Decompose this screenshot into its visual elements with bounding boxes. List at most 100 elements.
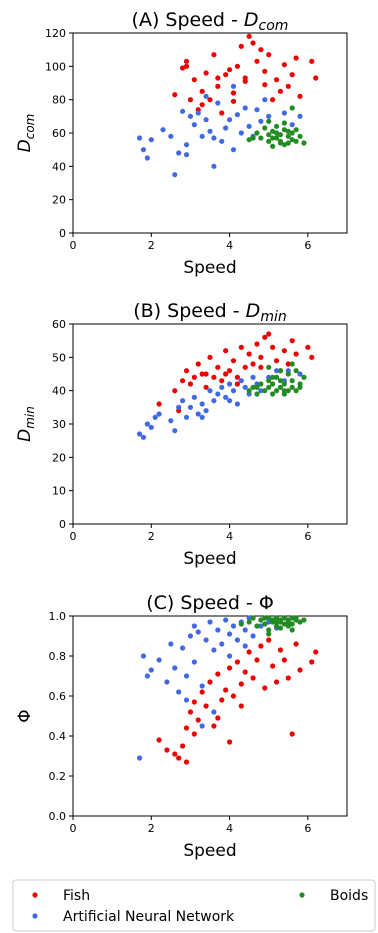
panel-1-xtick-label-4: 4	[226, 239, 233, 252]
panel-3-boids-point-9	[270, 617, 276, 623]
panel-2-fish-point-11	[215, 364, 221, 370]
panel-3-frame	[72, 615, 348, 817]
panel-1-xtick-label-6: 6	[304, 239, 311, 252]
panel-1-ann-point-17	[215, 100, 221, 106]
panel-2-series-ann	[136, 368, 303, 440]
panel-3-boids-point-15	[281, 615, 287, 621]
panel-2-ann-point-9	[183, 414, 190, 420]
panel-2-fish-point-4	[187, 381, 194, 387]
panel-2-boids-point-1	[250, 384, 256, 390]
panel-2-fish-point-8	[203, 384, 209, 390]
panel-3-fish-point-38	[191, 731, 197, 737]
panel-3-fish-point-11	[203, 703, 209, 709]
panel-1-fish-point-4	[191, 77, 197, 83]
panel-2-ann-point-13	[199, 401, 205, 407]
panel-2-boids-point-15	[285, 388, 291, 394]
panel-3-ann-point-27	[250, 633, 256, 639]
panel-2-boids-point-25	[289, 361, 295, 367]
panel-1-fish-point-29	[293, 55, 299, 61]
panel-1-boids-point-14	[285, 133, 291, 139]
panel-2-ann-point-7	[176, 404, 182, 410]
panel-3-fish-point-28	[270, 663, 276, 669]
panel-3-xtick-label-6: 6	[304, 822, 311, 835]
panel-3-ann-point-29	[266, 619, 272, 625]
panel-2-fish-point-13	[223, 348, 229, 354]
panel-2-series-boids	[246, 361, 307, 397]
legend-label-boids: Boids	[330, 888, 368, 904]
panel-3-ann-point-18	[215, 627, 221, 633]
panel-2-fish-point-19	[246, 351, 252, 357]
panel-2-fish-point-10	[211, 374, 217, 380]
panel-1-fish-point-3	[187, 97, 194, 103]
panel-3-series-ann	[136, 615, 291, 761]
panel-2-ann-point-2	[144, 421, 150, 427]
panel-1-fish-point-38	[262, 82, 268, 88]
panel-3-boids-point-27	[262, 615, 268, 621]
panel-3-ann-point-1	[140, 653, 147, 659]
panel-3-fish-point-30	[277, 647, 284, 653]
legend-label-ann: Artificial Neural Network	[63, 909, 235, 925]
panel-2-boids-point-23	[266, 364, 272, 370]
panel-2-boids-point-9	[273, 388, 280, 394]
panel-3-fish-point-5	[183, 759, 190, 765]
panel-3-fish-point-3	[176, 755, 182, 761]
panel-2-fish-point-30	[289, 338, 295, 344]
panel-2-title-subscript: min	[260, 309, 286, 325]
panel-2-xtick-label-4: 4	[226, 530, 233, 543]
panel-2-boids-point-8	[270, 381, 276, 387]
panel-1-boids-point-29	[270, 135, 276, 141]
panel-3-ann-point-34	[183, 697, 190, 703]
panel-1-fish-point-20	[254, 58, 260, 64]
panel-1-ylabel-subscript: com	[23, 114, 37, 140]
panel-2-fish-point-25	[270, 344, 276, 350]
panel-2-boids-point-26	[254, 384, 260, 390]
panel-3-fish-point-39	[215, 715, 221, 721]
panel-2-ann-point-14	[203, 408, 209, 414]
panel-3-fish-point-2	[172, 751, 178, 757]
panel-3-boids-point-18	[289, 615, 295, 621]
panel-1-boids-point-3	[262, 125, 268, 131]
panel-2-frame	[72, 323, 348, 525]
panel-3-fish-point-25	[258, 643, 264, 649]
panel-2-fish-point-12	[219, 378, 225, 384]
panel-1-fish-point-10	[215, 83, 221, 89]
panel-1-boids-point-12	[281, 142, 287, 148]
panel-1-fish-point-11	[219, 110, 225, 116]
panel-3-fish-point-18	[230, 693, 237, 699]
panel-1-xlabel: Speed	[183, 258, 236, 278]
panel-3-fish-point-10	[199, 689, 205, 695]
panel-2-ytick-label-0: 0	[59, 518, 66, 531]
panel-3-ann-point-14	[199, 683, 205, 689]
panel-3-ann-point-26	[246, 615, 252, 621]
panel-1-ann-point-15	[207, 128, 213, 134]
panel-1-ytick-label-6: 120	[45, 27, 66, 40]
panel-1-fish-point-21	[258, 47, 264, 53]
panel-1-ann-point-24	[242, 105, 248, 111]
panel-2-boids-point-24	[277, 368, 284, 374]
panel-3-ann-point-17	[211, 647, 217, 653]
panel-2-ann-point-36	[226, 398, 233, 404]
panel-2-ytick-label-3: 30	[52, 418, 66, 431]
legend-label-fish: Fish	[63, 888, 90, 904]
panel-2-fish-point-34	[203, 371, 209, 377]
panel-2-series-fish	[156, 331, 315, 414]
panel-2-boids-point-4	[262, 388, 268, 394]
panel-1-fish-point-37	[242, 78, 248, 84]
panel-1-fish-point-28	[285, 83, 291, 89]
panel-3-fish-point-20	[238, 681, 244, 687]
panel-1-fish-point-24	[270, 97, 276, 103]
panel-1-boids-point-2	[258, 135, 264, 141]
legend-marker-ann	[32, 913, 38, 919]
panel-2-ann-point-18	[219, 384, 225, 390]
panel-2-boids-point-16	[285, 371, 291, 377]
panel-1-ann-point-8	[180, 108, 186, 114]
panel-3-boids-point-4	[258, 617, 264, 623]
panel-1-ann-point-23	[238, 130, 244, 136]
panel-3-fish-point-26	[262, 685, 268, 691]
panel-1-fish-point-23	[266, 52, 272, 58]
panel-2-fish-point-5	[191, 374, 197, 380]
panel-3-boids-point-2	[250, 615, 256, 621]
panel-3-boids-point-19	[289, 621, 295, 627]
